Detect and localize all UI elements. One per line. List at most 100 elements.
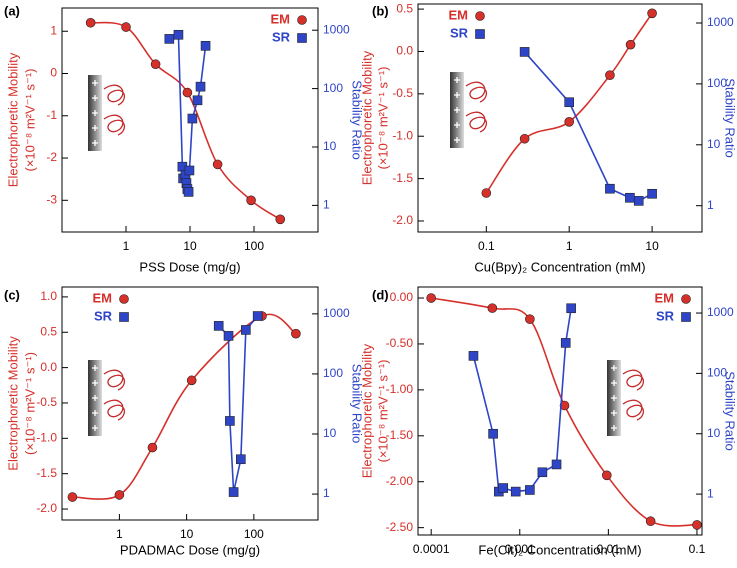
- sr-marker: [537, 467, 548, 478]
- x-tick-label: 0.01: [597, 542, 621, 556]
- sr-marker: [223, 331, 234, 341]
- y-tick-label: -0.5: [36, 395, 57, 409]
- plus-sign: [92, 80, 98, 86]
- y-tick-label: -2.50: [386, 520, 414, 534]
- y2-tick-label: 1: [323, 198, 330, 212]
- plus-sign: [454, 107, 460, 113]
- sr-marker: [525, 485, 535, 495]
- panel-label: (c): [4, 287, 20, 302]
- y-tick-label: -1.50: [386, 428, 414, 442]
- plus-sign: [92, 125, 98, 131]
- y2-axis-label: Stability Ratio: [723, 78, 737, 157]
- y2-tick-label: 1000: [323, 22, 350, 36]
- plus-sign: [92, 365, 98, 371]
- protein: [465, 81, 487, 133]
- em-marker: [601, 470, 612, 481]
- plus-sign: [611, 380, 617, 386]
- y-tick-label: -0.50: [386, 336, 414, 350]
- y-axis-label: Electrophoretic Mobility: [5, 52, 20, 187]
- y2-axis-label: Stability Ratio: [723, 371, 737, 450]
- sr-marker: [213, 321, 224, 331]
- plus-sign: [92, 395, 98, 401]
- y-axis-units: (×10⁻⁸ m²V⁻¹ s⁻¹): [22, 352, 37, 455]
- legend-label: EM: [449, 7, 469, 22]
- x-axis-label: PDADMAC Dose (mg/g): [120, 542, 260, 557]
- panel-label: (d): [372, 287, 389, 302]
- em-marker: [525, 314, 535, 324]
- cartoon: [450, 72, 487, 148]
- plus-sign: [454, 122, 460, 128]
- y-tick-label: -2.00: [386, 474, 414, 488]
- y-axis-label: Electrophoretic Mobility: [359, 50, 374, 185]
- sr-marker: [192, 95, 203, 106]
- y2-tick-label: 100: [323, 81, 343, 95]
- y-axis-units: (×10⁻⁸ m²V⁻¹ s⁻¹): [22, 69, 37, 172]
- x-axis-label: Cu(Bpy)₂ Concentration (mM): [474, 259, 645, 274]
- protein: [103, 369, 125, 421]
- y-tick-label: -2.0: [392, 213, 413, 227]
- y2-tick-label: 1000: [707, 305, 734, 319]
- protein: [103, 84, 125, 136]
- y-tick-label: 0.0: [396, 44, 413, 58]
- y-axis-label: Electrophoretic Mobility: [359, 343, 374, 478]
- sr-marker: [195, 81, 206, 92]
- y-tick-label: -1.00: [386, 382, 414, 396]
- y-tick-label: -2: [46, 150, 57, 164]
- sr-marker: [252, 311, 263, 321]
- cartoon: [88, 360, 125, 436]
- sr-marker: [468, 351, 479, 361]
- plot-frame: [61, 286, 319, 521]
- legend-label: SR: [450, 25, 469, 40]
- em-marker: [625, 39, 636, 50]
- em-marker: [114, 490, 125, 500]
- protein: [622, 369, 644, 421]
- legend-marker: [297, 15, 307, 25]
- series-line: [218, 315, 259, 493]
- sr-marker: [164, 34, 175, 44]
- em-marker: [692, 520, 702, 530]
- sr-marker: [225, 416, 235, 426]
- panel-label: (a): [4, 3, 20, 18]
- y2-axis-label: Stability Ratio: [350, 80, 365, 159]
- y2-tick-label: 100: [707, 366, 727, 380]
- legend-label: EM: [655, 290, 675, 305]
- cartoon: [607, 360, 644, 436]
- y2-tick-label: 1: [707, 486, 714, 500]
- plus-sign: [92, 110, 98, 116]
- y-tick-label: 0.00: [390, 290, 414, 304]
- legend-marker: [475, 11, 485, 21]
- legend-label: SR: [656, 308, 675, 323]
- y2-tick-label: 10: [323, 426, 337, 440]
- legend-marker: [681, 312, 691, 322]
- sr-marker: [228, 487, 239, 497]
- em-marker: [291, 328, 301, 339]
- sr-marker: [173, 29, 184, 40]
- legend-marker: [475, 29, 485, 39]
- plus-sign: [454, 92, 460, 98]
- em-marker: [212, 159, 223, 170]
- em-marker: [564, 117, 574, 127]
- em-marker: [150, 59, 161, 70]
- x-tick-label: 10: [645, 239, 659, 253]
- em-marker: [186, 375, 197, 386]
- em-marker: [645, 516, 656, 527]
- x-tick-label: 1: [123, 239, 130, 253]
- y-tick-label: 0: [50, 66, 57, 80]
- sr-marker: [560, 338, 571, 348]
- y2-tick-label: 1000: [323, 306, 350, 320]
- y-tick-label: -1.5: [392, 171, 413, 185]
- panel-label: (b): [372, 3, 389, 18]
- plus-sign: [454, 77, 460, 83]
- plot-frame: [417, 286, 703, 536]
- sr-marker: [498, 483, 508, 493]
- y-tick-label: -1: [46, 108, 57, 122]
- sr-marker: [633, 196, 644, 206]
- plus-sign: [611, 395, 617, 401]
- y-tick-label: 0.5: [396, 1, 413, 15]
- plus-sign: [454, 137, 460, 143]
- y2-tick-label: 100: [707, 76, 727, 90]
- x-tick-label: 10: [183, 239, 197, 253]
- sr-marker: [566, 303, 576, 314]
- em-marker: [121, 22, 131, 32]
- y-tick-label: 0.0: [40, 360, 57, 374]
